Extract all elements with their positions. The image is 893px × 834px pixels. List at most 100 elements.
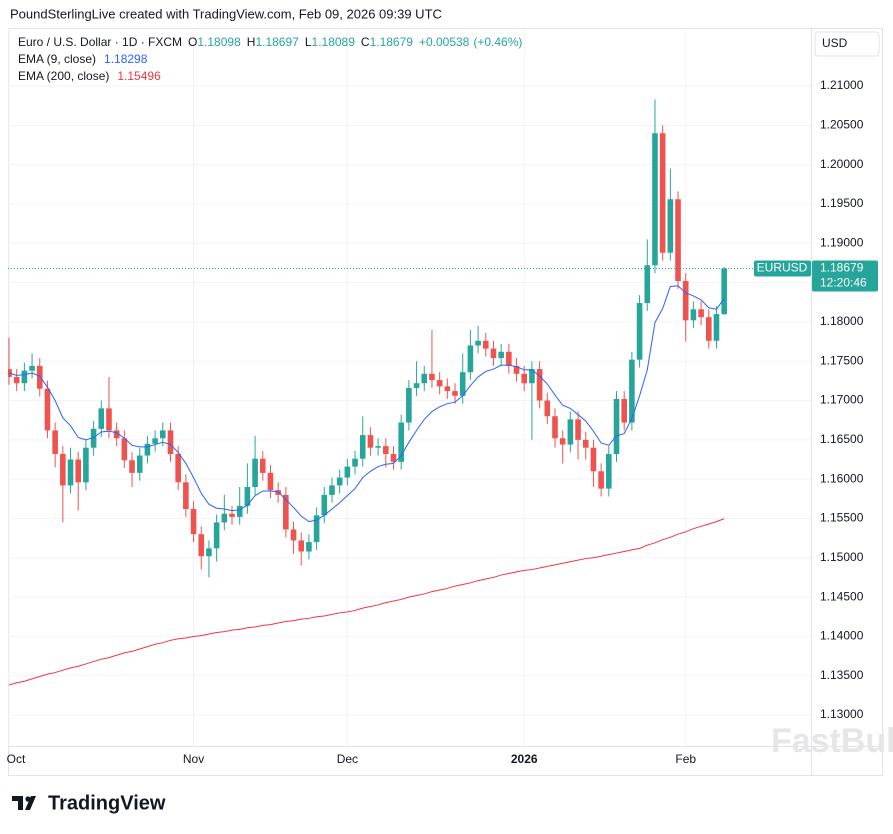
field-label: H: [247, 35, 256, 49]
candle-body: [436, 380, 443, 387]
candle-body: [536, 369, 543, 401]
candle-body: [206, 548, 212, 557]
candle-body: [590, 447, 597, 472]
watermark: FastBull: [771, 722, 893, 760]
grid: [8, 28, 811, 746]
candle-body: [244, 487, 251, 506]
candle-body: [613, 398, 620, 454]
candle-body: [406, 387, 412, 423]
y-tick-label: 1.15000: [820, 550, 864, 564]
candle-body: [152, 438, 158, 444]
y-tick-label: 1.20000: [820, 157, 864, 171]
candle-body: [106, 408, 112, 431]
frame: [8, 28, 883, 776]
y-tick-label: 1.18000: [820, 314, 864, 328]
candle-body: [21, 370, 28, 384]
field-value: 1.18697: [255, 35, 299, 49]
candle-body: [690, 309, 697, 321]
plot: [8, 99, 811, 686]
ema-line: [8, 518, 725, 686]
candle-body: [606, 453, 612, 489]
candle-body: [390, 453, 397, 462]
x-tick-label: Oct: [7, 752, 26, 766]
candle-body: [713, 314, 720, 341]
candle-body: [113, 430, 120, 439]
candle-body: [352, 458, 358, 467]
field-value: 1.18089: [312, 35, 356, 49]
legend-line: EMA (9, close) 1.18298: [18, 52, 148, 66]
candle-body: [506, 351, 512, 366]
candle-body: [136, 455, 143, 473]
legend-entry: EMA (9, close): [18, 52, 96, 66]
field-label: L: [305, 35, 312, 49]
y-tick-label: 1.17000: [820, 393, 864, 407]
candle-body: [75, 459, 82, 483]
y-tick-label: 1.17500: [820, 353, 864, 367]
candle-body: [83, 447, 89, 483]
candle-body: [52, 430, 58, 454]
field-value: 1.18679: [370, 35, 414, 49]
candle-body: [429, 373, 435, 381]
ema-line: [8, 285, 725, 523]
candle-body: [467, 345, 474, 373]
candle-body: [359, 435, 366, 459]
candle-body: [36, 365, 43, 389]
candle-body: [252, 458, 258, 488]
symbol-tag-box: [754, 260, 811, 277]
y-tick-label: 1.16500: [820, 432, 864, 446]
candle-body: [98, 408, 105, 429]
candle-body: [44, 388, 51, 431]
candle-body: [490, 348, 497, 359]
axes: 1.13000 1.13500 1.14000 1.14500 1.15000 1.155…: [7, 78, 864, 766]
candle-body: [544, 400, 551, 417]
footer: TradingView: [48, 792, 166, 814]
y-tick-label: 1.19000: [820, 235, 864, 249]
candle-body: [167, 430, 174, 454]
candle-body: [452, 391, 458, 396]
candle-body: [705, 317, 712, 341]
candle-body: [275, 490, 281, 495]
x-tick-label: Feb: [675, 752, 696, 766]
y-tick-label: 1.20500: [820, 118, 864, 132]
legend-line: EMA (200, close) 1.15496: [18, 69, 161, 83]
field-value: 1.18098: [197, 35, 241, 49]
candle-body: [698, 309, 704, 318]
candle-body: [682, 281, 689, 321]
candle-body: [383, 446, 389, 454]
candle-body: [67, 459, 74, 486]
candle-body: [636, 303, 643, 360]
y-tick-label: 1.19500: [820, 196, 864, 210]
header: PoundSterlingLive created with TradingVi…: [10, 6, 442, 21]
candle-body: [521, 373, 528, 384]
countdown: 12:20:46: [820, 276, 867, 290]
field-label: C: [361, 35, 370, 49]
candle-body: [321, 494, 328, 516]
candle-body: [60, 453, 66, 486]
candle-body: [160, 430, 166, 439]
candle-body: [498, 351, 504, 359]
candle-body: [721, 268, 727, 315]
currency-box: [814, 31, 880, 57]
candle-body: [229, 513, 235, 517]
logo-icon: [25, 796, 31, 802]
candle-body: [582, 439, 589, 448]
candle-body: [329, 485, 335, 495]
candle-body: [459, 372, 466, 396]
candle-body: [475, 340, 481, 346]
candle-body: [552, 416, 558, 439]
candle-body: [482, 340, 489, 349]
candle-body: [444, 386, 451, 392]
candle-body: [183, 482, 189, 510]
candle-body: [398, 422, 404, 462]
legend-value: 1.18298: [104, 52, 148, 66]
candle-body: [567, 419, 574, 445]
y-tick-label: 1.14000: [820, 629, 864, 643]
candle-body: [290, 529, 297, 541]
candle-body: [421, 373, 428, 384]
candle-body: [198, 534, 205, 557]
footer-logo: TradingView: [12, 792, 166, 814]
candle-body: [659, 133, 666, 253]
x-tick-label: Nov: [183, 752, 204, 766]
